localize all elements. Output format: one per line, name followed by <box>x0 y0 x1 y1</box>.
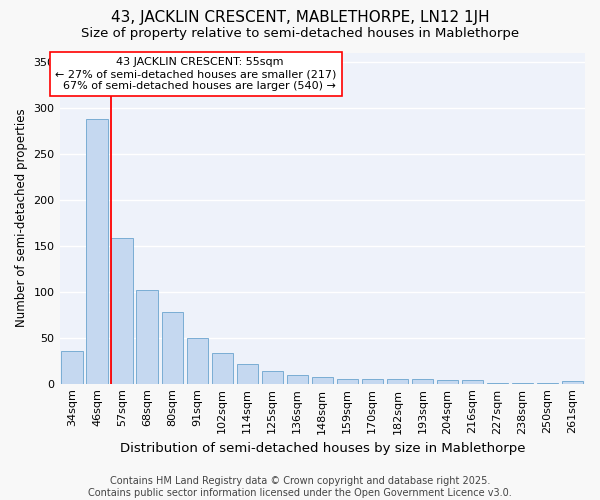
Bar <box>362 379 383 384</box>
Bar <box>161 312 183 384</box>
Bar <box>86 118 108 384</box>
Bar <box>462 380 483 384</box>
Text: 43, JACKLIN CRESCENT, MABLETHORPE, LN12 1JH: 43, JACKLIN CRESCENT, MABLETHORPE, LN12 … <box>110 10 490 25</box>
Bar <box>387 379 408 384</box>
Bar <box>112 238 133 384</box>
Text: 43 JACKLIN CRESCENT: 55sqm
← 27% of semi-detached houses are smaller (217)
  67%: 43 JACKLIN CRESCENT: 55sqm ← 27% of semi… <box>55 58 337 90</box>
Bar <box>136 290 158 384</box>
Bar <box>337 379 358 384</box>
Bar <box>212 354 233 384</box>
Bar <box>311 377 333 384</box>
Bar <box>487 383 508 384</box>
Text: Contains HM Land Registry data © Crown copyright and database right 2025.
Contai: Contains HM Land Registry data © Crown c… <box>88 476 512 498</box>
X-axis label: Distribution of semi-detached houses by size in Mablethorpe: Distribution of semi-detached houses by … <box>119 442 525 455</box>
Y-axis label: Number of semi-detached properties: Number of semi-detached properties <box>15 109 28 328</box>
Bar <box>512 383 533 384</box>
Bar <box>537 383 558 384</box>
Bar <box>437 380 458 384</box>
Bar <box>562 381 583 384</box>
Text: Size of property relative to semi-detached houses in Mablethorpe: Size of property relative to semi-detach… <box>81 28 519 40</box>
Bar <box>262 371 283 384</box>
Bar <box>287 376 308 384</box>
Bar <box>236 364 258 384</box>
Bar <box>412 379 433 384</box>
Bar <box>187 338 208 384</box>
Bar <box>61 352 83 384</box>
